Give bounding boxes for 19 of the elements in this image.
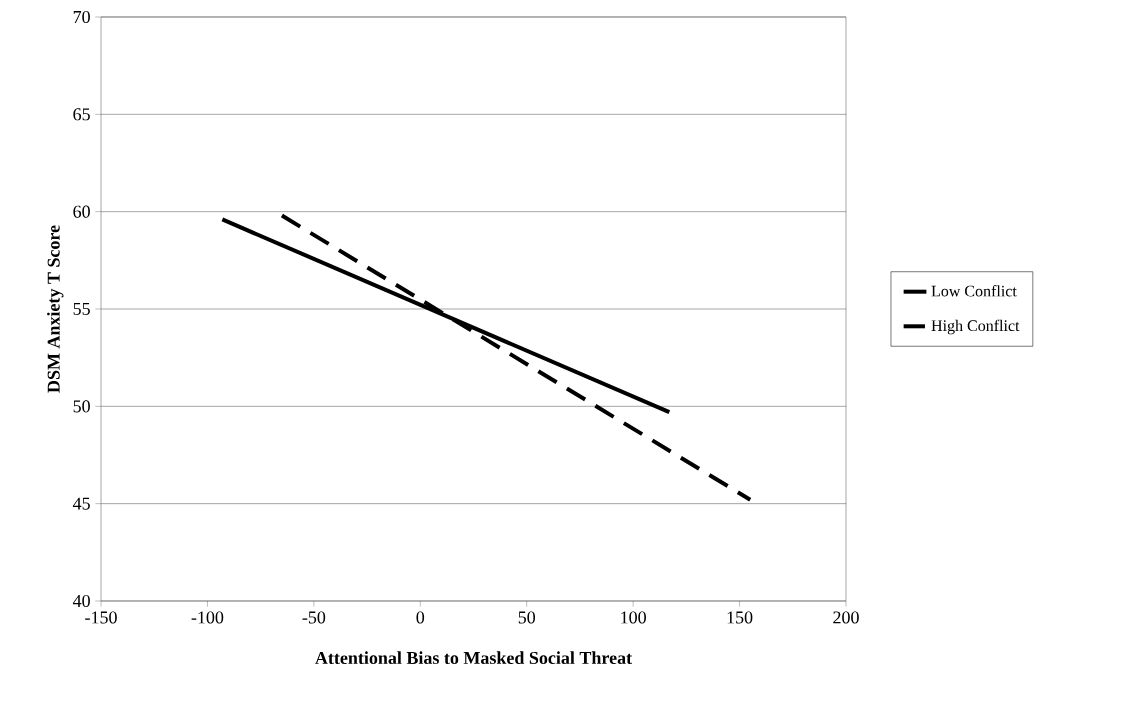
x-tick-label: 150: [727, 611, 753, 624]
y-tick-label: 60: [73, 205, 90, 218]
y-axis-title: DSM Anxiety T Score: [47, 225, 64, 393]
x-axis-title: Attentional Bias to Masked Social Threat: [315, 651, 633, 665]
y-tick-label: 65: [73, 108, 90, 121]
y-tick-label: 45: [72, 497, 90, 510]
y-tick-label: 55: [73, 303, 90, 315]
y-tick-label: 70: [73, 10, 90, 24]
y-tick-label: 50: [73, 400, 90, 413]
x-tick-label: -50: [302, 611, 326, 624]
legend-label: Low Conflict: [931, 285, 1017, 297]
x-tick-label: 50: [518, 611, 536, 624]
x-tick-label: 0: [416, 611, 425, 624]
x-tick-label: -150: [85, 611, 117, 624]
legend-label: High Conflict: [931, 319, 1020, 335]
x-tick-label: 100: [621, 611, 646, 624]
y-tick-label: 40: [72, 594, 90, 608]
x-tick-label: -100: [191, 611, 224, 624]
x-tick-label: 200: [833, 611, 859, 624]
